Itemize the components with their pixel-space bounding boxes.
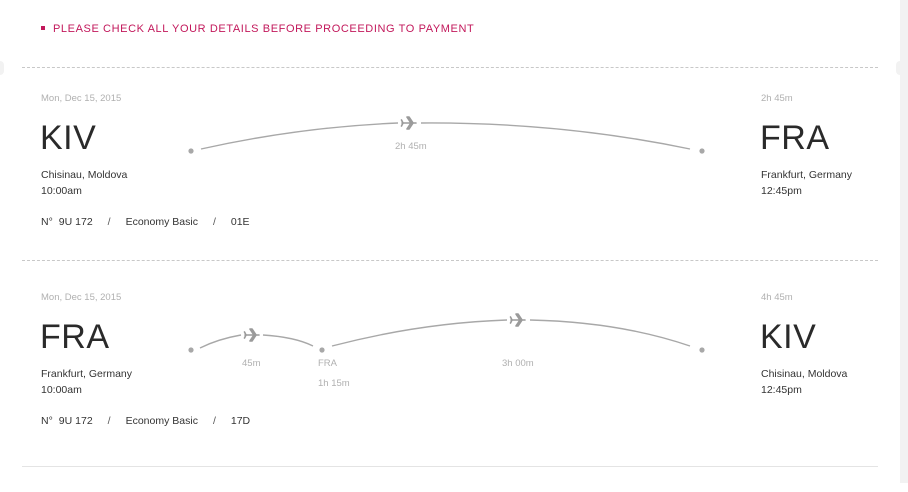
route-line <box>262 334 314 347</box>
leg-duration: 2h 45m <box>395 141 427 152</box>
destination-city: Frankfurt, Germany <box>761 169 853 181</box>
divider-top <box>22 67 878 68</box>
plane-icon <box>400 116 417 130</box>
flight-number-label: N° <box>41 216 53 228</box>
flight-date: Mon, Dec 15, 2015 <box>41 292 122 303</box>
route-line <box>529 319 691 347</box>
details-separator: / <box>107 216 111 228</box>
origin-code: FRA <box>40 318 110 356</box>
layover-duration: 1h 15m <box>318 378 350 389</box>
flight-number: 9U 172 <box>58 216 93 228</box>
origin-city: Chisinau, Moldova <box>41 169 128 181</box>
cabin-class: Economy Basic <box>125 216 198 228</box>
details-separator: / <box>107 415 111 427</box>
plane-icon <box>243 328 260 342</box>
route-line <box>200 122 399 150</box>
origin-city: Frankfurt, Germany <box>41 368 133 380</box>
destination-dot <box>699 347 705 353</box>
flight-details: N° 9U 172 / Economy Basic / 01E <box>41 216 250 228</box>
flight-route <box>188 313 705 353</box>
page-right-edge <box>900 0 908 483</box>
origin-dot <box>188 347 194 353</box>
flight-route <box>188 116 705 154</box>
destination-code: FRA <box>760 119 830 157</box>
stop-dot <box>319 347 325 353</box>
arrival-time: 12:45pm <box>761 185 802 197</box>
arrival-time: 12:45pm <box>761 384 802 396</box>
route-line <box>199 334 242 349</box>
seat-number: 01E <box>230 216 250 228</box>
destination-city: Chisinau, Moldova <box>761 368 848 380</box>
route-line <box>420 122 691 150</box>
seat-number: 17D <box>230 415 251 427</box>
origin-code: KIV <box>40 119 97 157</box>
flight-number: 9U 172 <box>58 415 93 427</box>
stop-code: FRA <box>318 358 337 369</box>
divider-bottom <box>22 466 878 467</box>
leg-duration: 3h 00m <box>502 358 534 369</box>
ticket-notch-right <box>896 61 904 75</box>
origin-dot <box>188 148 194 154</box>
payment-notice: PLEASE CHECK ALL YOUR DETAILS BEFORE PRO… <box>41 23 474 35</box>
leg-duration: 45m <box>242 358 261 369</box>
flight-segment-return: Mon, Dec 15, 2015 4h 45m FRA KIV Frankfu… <box>0 292 908 492</box>
flight-segment-outbound: Mon, Dec 15, 2015 2h 45m KIV FRA Chisina… <box>0 93 908 293</box>
flight-details: N° 9U 172 / Economy Basic / 17D <box>41 415 250 427</box>
flight-total-duration: 4h 45m <box>761 292 793 303</box>
details-separator: / <box>212 216 216 228</box>
flight-number-label: N° <box>41 415 53 427</box>
destination-code: KIV <box>760 318 817 356</box>
bullet-icon <box>41 26 45 31</box>
notice-text: PLEASE CHECK ALL YOUR DETAILS BEFORE PRO… <box>53 23 475 35</box>
details-separator: / <box>212 415 216 427</box>
plane-icon <box>509 313 526 327</box>
destination-dot <box>699 148 705 154</box>
departure-time: 10:00am <box>41 384 82 396</box>
divider-middle <box>22 260 878 261</box>
flight-date: Mon, Dec 15, 2015 <box>41 93 122 104</box>
route-line <box>331 319 508 347</box>
ticket-notch-left <box>0 61 4 75</box>
departure-time: 10:00am <box>41 185 82 197</box>
flight-total-duration: 2h 45m <box>761 93 793 104</box>
cabin-class: Economy Basic <box>125 415 198 427</box>
